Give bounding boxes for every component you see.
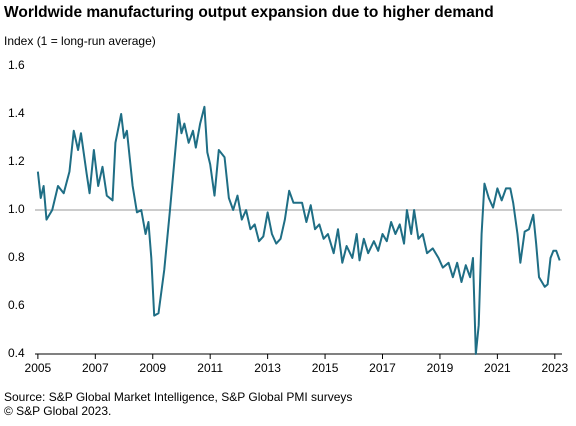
- x-tick-label: 2005: [25, 361, 52, 375]
- x-tick-label: 2017: [369, 361, 396, 375]
- y-tick-label: 1.6: [8, 58, 25, 72]
- y-axis-label: Index (1 = long-run average): [4, 34, 156, 48]
- y-tick-label: 0.8: [8, 250, 25, 264]
- copyright: © S&P Global 2023.: [4, 404, 111, 418]
- x-tick-label: 2011: [197, 361, 223, 375]
- source: Source: S&P Global Market Intelligence, …: [4, 390, 352, 404]
- x-tick-label: 2015: [312, 361, 339, 375]
- data-line: [36, 105, 561, 355]
- y-tick-label: 1.2: [8, 154, 25, 168]
- x-tick-label: 2019: [427, 361, 454, 375]
- y-tick-label: 1.4: [8, 106, 25, 120]
- y-tick-label: 0.6: [8, 298, 25, 312]
- x-tick-label: 2007: [82, 361, 109, 375]
- y-tick-label: 0.4: [8, 346, 25, 360]
- x-tick-label: 2013: [254, 361, 281, 375]
- x-tick-label: 2023: [541, 361, 568, 375]
- x-tick-label: 2021: [484, 361, 511, 375]
- chart-title: Worldwide manufacturing output expansion…: [4, 4, 494, 21]
- x-tick-label: 2009: [139, 361, 166, 375]
- y-tick-label: 1.0: [8, 202, 25, 216]
